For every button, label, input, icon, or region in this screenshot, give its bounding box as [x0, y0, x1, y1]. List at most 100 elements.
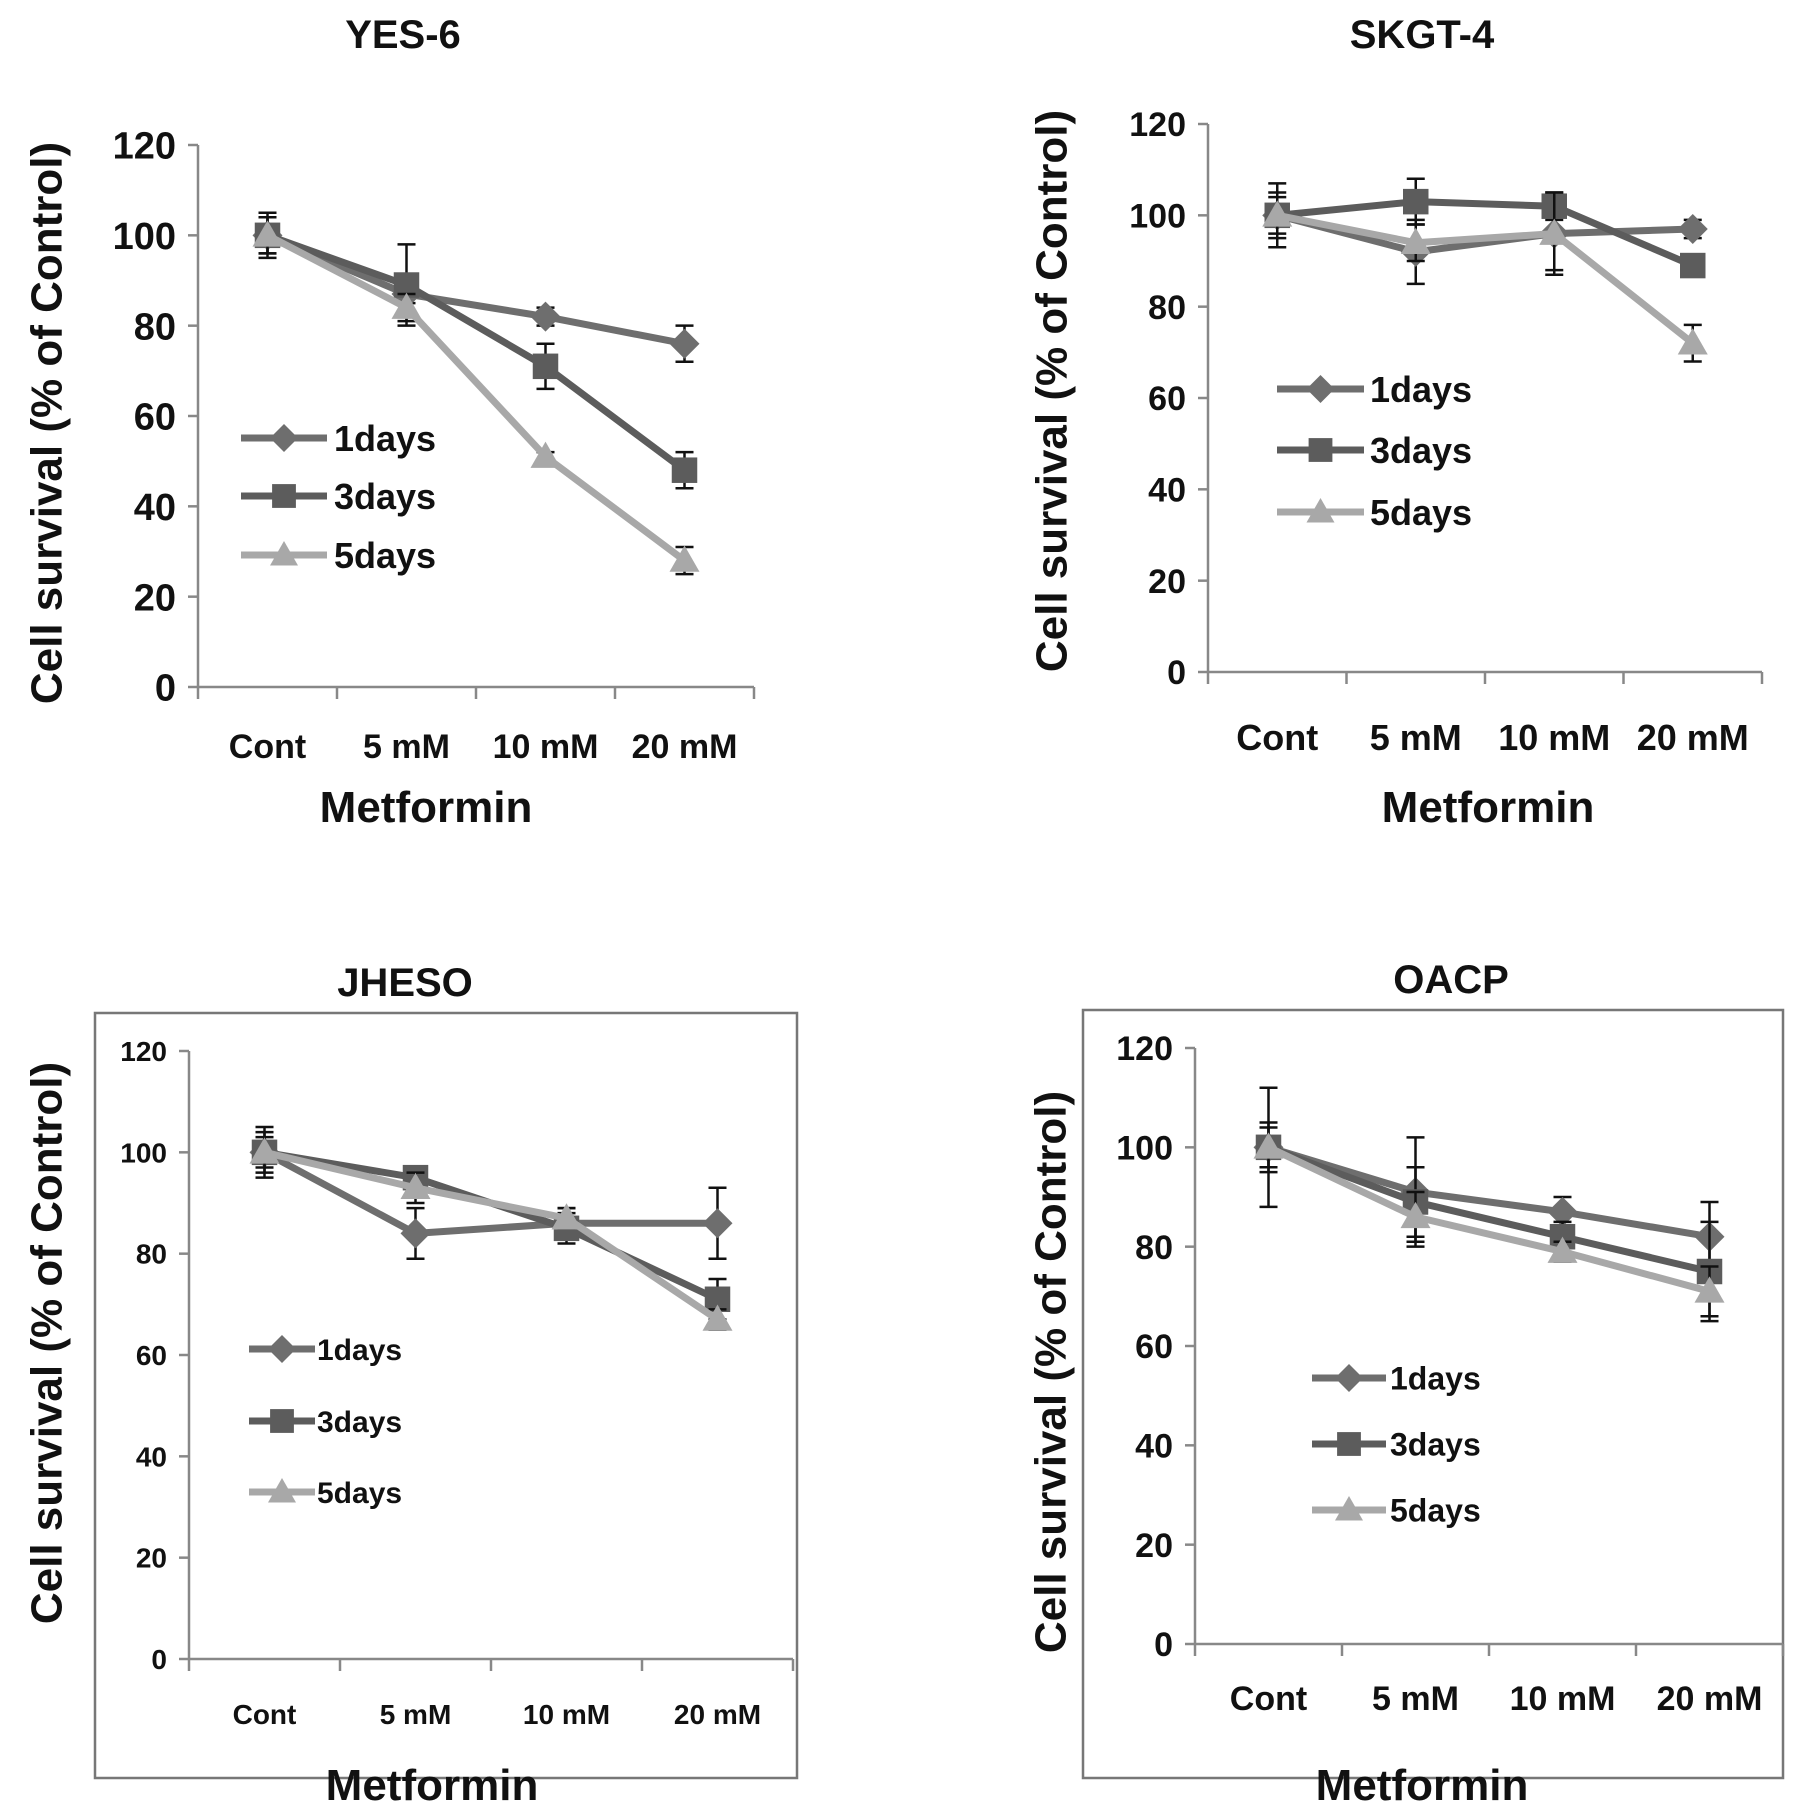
series-line: [263, 1148, 720, 1323]
legend-marker: [268, 1478, 296, 1503]
series-3days: [254, 216, 698, 490]
y-axis-label: Cell survival (% of Control): [23, 142, 72, 704]
legend-item: 3days: [1312, 1427, 1481, 1463]
series-line: [262, 1149, 718, 1237]
y-tick-label: 120: [120, 1036, 167, 1067]
legend-item: 1days: [241, 418, 436, 459]
y-tick-label: 20: [136, 1543, 167, 1574]
y-tick-label: 120: [1116, 1030, 1173, 1068]
data-point: [669, 328, 700, 359]
legend-item: 1days: [1277, 369, 1472, 410]
x-tick-label: Cont: [1236, 717, 1318, 758]
x-axis-label: Metformin: [1316, 1761, 1529, 1810]
data-point: [1403, 188, 1429, 215]
chart-title: SKGT-4: [1350, 13, 1495, 57]
series-5days: [249, 1135, 733, 1331]
x-axis-label: Metformin: [326, 1761, 539, 1810]
legend-marker: [268, 1335, 296, 1363]
legend-marker: [270, 1409, 294, 1433]
data-point: [391, 292, 422, 319]
series-5days: [1262, 191, 1708, 363]
data-point: [551, 1203, 582, 1230]
x-tick-label: 20 mM: [674, 1699, 761, 1730]
x-tick-label: 10 mM: [493, 728, 599, 766]
y-tick-label: 40: [136, 1441, 167, 1472]
y-tick-label: 40: [134, 487, 176, 529]
x-tick-label: 20 mM: [1657, 1680, 1763, 1718]
x-tick-label: 5 mM: [1372, 1680, 1459, 1718]
legend-label: 3days: [1390, 1427, 1481, 1463]
y-tick-label: 40: [1135, 1428, 1173, 1466]
y-tick-label: 60: [1135, 1328, 1173, 1366]
chart-title: JHESO: [337, 961, 473, 1005]
chart-panel-skgt-4: SKGT-4 0 20 40 60 80 100 120 Cont 5 mM 10 mM 20 mM M…: [1028, 13, 1764, 832]
series-line: [1267, 1143, 1711, 1241]
panel-border: [1081, 1008, 1785, 1780]
x-tick-label: Cont: [1230, 1680, 1307, 1718]
legend-item: 1days: [249, 1334, 402, 1367]
y-tick-label: 100: [113, 216, 176, 258]
series-5days: [252, 216, 700, 576]
legend-item: 3days: [1277, 430, 1472, 471]
series-line: [1276, 211, 1693, 256]
legend-label: 5days: [334, 535, 436, 576]
legend-label: 1days: [317, 1334, 402, 1367]
legend-label: 1days: [1390, 1361, 1481, 1397]
x-tick-label: 20 mM: [632, 728, 738, 766]
chart-panel-oacp: OACP 0 20 40 60 80 100 120 Cont 5 mM 10 mM 20 mM Met…: [1027, 958, 1785, 1810]
x-tick-label: 10 mM: [1498, 717, 1610, 758]
data-point: [1547, 1196, 1578, 1227]
legend-marker: [270, 541, 298, 566]
y-axis-label: Cell survival (% of Control): [1028, 110, 1077, 672]
legend-label: 5days: [1390, 1493, 1481, 1529]
series-line: [1276, 211, 1695, 346]
y-tick-label: 20: [134, 577, 176, 619]
series-3days: [1264, 177, 1706, 279]
data-point: [400, 1218, 431, 1249]
series-5days: [1253, 1126, 1725, 1318]
y-tick-label: 100: [1129, 198, 1186, 236]
x-axis-label: Metformin: [1382, 783, 1595, 832]
data-point: [1677, 214, 1708, 245]
series-1days: [1253, 1086, 1725, 1273]
data-point: [530, 301, 561, 332]
legend-marker: [1335, 1364, 1363, 1392]
chart-panel-jheso: JHESO 0 20 40 60 80 100 120 Cont 5 mM 10 mM 20 mM Me…: [23, 961, 799, 1810]
x-tick-label: 5 mM: [363, 728, 450, 766]
legend-label: 5days: [1370, 492, 1472, 533]
series-3days: [1255, 1121, 1723, 1323]
y-tick-label: 60: [134, 397, 176, 439]
series-line: [1267, 1144, 1711, 1275]
chart-title: OACP: [1393, 958, 1509, 1002]
data-point: [1547, 1236, 1578, 1263]
series-line: [1267, 1144, 1711, 1295]
y-tick-label: 80: [1135, 1229, 1173, 1267]
legend-label: 3days: [334, 476, 436, 517]
data-point: [1677, 328, 1708, 355]
x-axis-label: Metformin: [320, 783, 533, 832]
y-tick-label: 40: [1148, 472, 1186, 510]
y-tick-label: 80: [136, 1239, 167, 1270]
x-tick-label: 20 mM: [1637, 717, 1749, 758]
data-point: [532, 353, 559, 380]
series-1days: [249, 1125, 733, 1260]
data-point: [1400, 1201, 1431, 1229]
y-tick-label: 0: [1154, 1626, 1173, 1664]
data-point: [1400, 227, 1431, 254]
legend-item: 5days: [241, 535, 436, 576]
y-tick-label: 20: [1148, 563, 1186, 601]
legend-item: 3days: [249, 1406, 402, 1439]
legend-marker: [1335, 1496, 1363, 1521]
data-point: [252, 220, 283, 247]
legend-label: 5days: [317, 1477, 402, 1510]
series-line: [266, 232, 686, 348]
data-point: [1694, 1276, 1725, 1303]
legend-marker: [1306, 498, 1335, 523]
chart-panel-yes-6: YES-6 0 20 40 60 80 100 120 Cont 5 mM 10 mM 20 mM Me…: [23, 13, 756, 832]
y-tick-label: 80: [1148, 289, 1186, 327]
y-tick-label: 20: [1135, 1527, 1173, 1565]
legend-item: 5days: [249, 1477, 402, 1510]
data-point: [1539, 218, 1570, 245]
series-1days: [1262, 182, 1708, 286]
